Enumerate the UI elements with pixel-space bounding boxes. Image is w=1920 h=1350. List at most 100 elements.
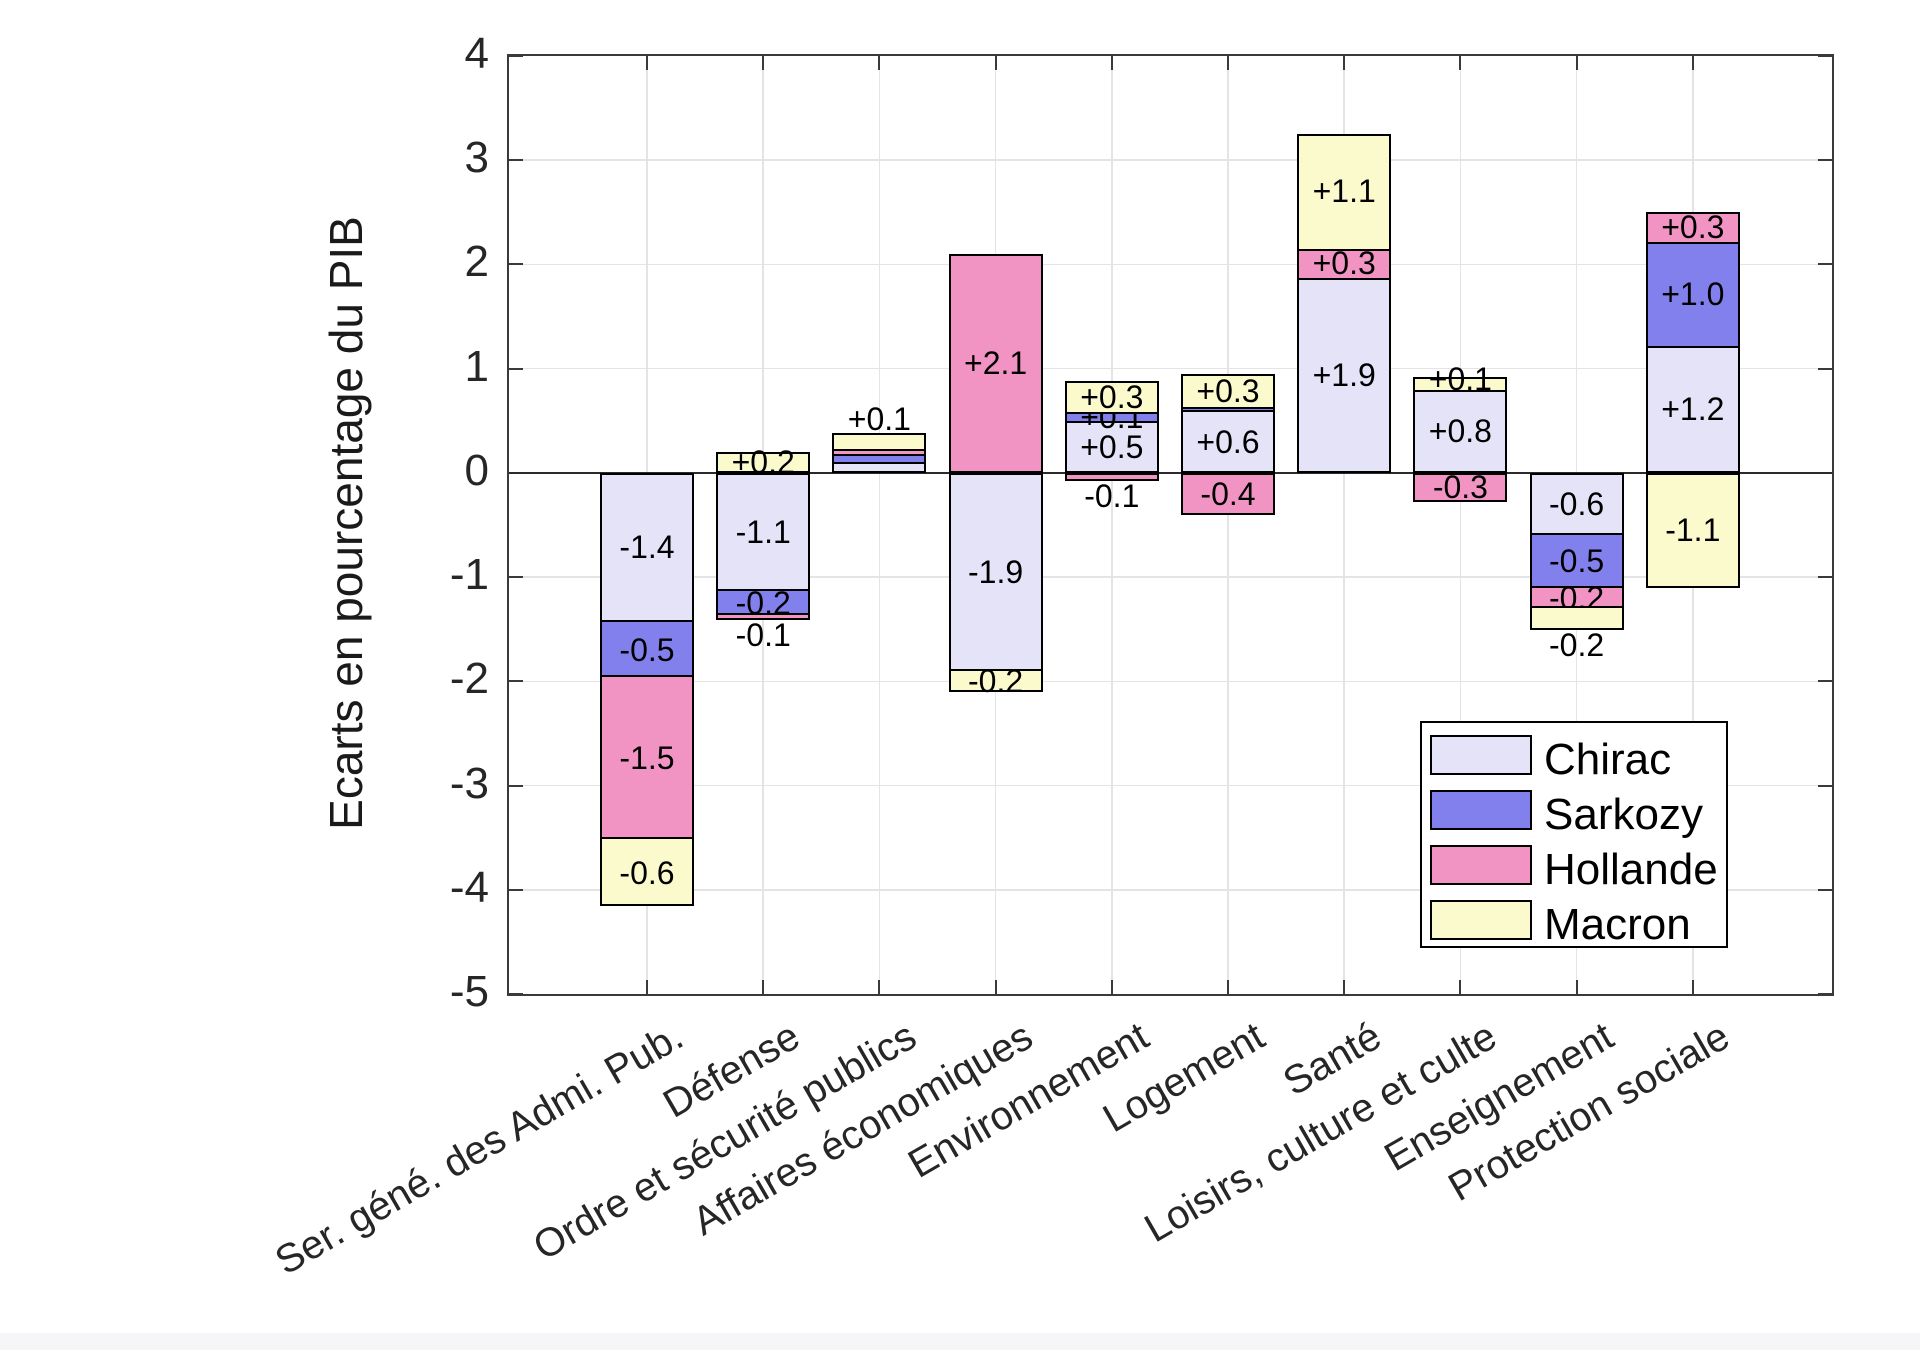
bar-segment-hollande — [1413, 472, 1508, 503]
legend-row: Sarkozy — [1422, 790, 1726, 837]
legend-row: Chirac — [1422, 735, 1726, 782]
bar-segment-sarkozy — [600, 619, 694, 678]
bar-value-label: +1.9 — [1312, 357, 1376, 394]
bar-value-label: +0.3 — [1080, 378, 1144, 415]
bar-value-label: +1.0 — [1661, 275, 1725, 312]
y-tick-label: 2 — [464, 237, 489, 287]
legend-swatch-chirac — [1430, 735, 1532, 775]
bar-segment-chirac — [716, 472, 811, 591]
bar-segment-macron — [1645, 472, 1740, 588]
gridline-vertical — [1343, 56, 1345, 994]
bar-segment-hollande — [1297, 248, 1392, 280]
y-tick-label: -1 — [449, 550, 489, 600]
bar-segment-macron — [1297, 134, 1392, 251]
bar-segment-hollande — [1064, 472, 1159, 482]
x-tick-mark — [994, 56, 997, 70]
bar-segment-macron — [716, 452, 811, 473]
legend-label: Hollande — [1544, 845, 1718, 894]
legend-row: Hollande — [1422, 845, 1726, 892]
bar-value-label: +0.2 — [731, 444, 795, 481]
y-tick-label: -4 — [449, 862, 489, 912]
bar-segment-macron — [600, 836, 694, 907]
gridline-horizontal — [509, 889, 1832, 891]
x-tick-mark — [1227, 56, 1229, 70]
bar-value-label: +0.1 — [847, 401, 911, 438]
gridline-horizontal — [509, 159, 1832, 161]
y-tick-mark — [1818, 888, 1832, 891]
gridline-vertical — [1459, 56, 1462, 994]
bar-value-label: -0.6 — [1549, 486, 1605, 523]
x-tick-mark — [762, 56, 765, 70]
y-tick-mark — [509, 576, 523, 579]
bottom-strip — [0, 1333, 1920, 1350]
bar-value-label: -0.2 — [1549, 627, 1605, 664]
x-tick-mark — [1110, 56, 1113, 70]
gridline-horizontal — [509, 576, 1832, 578]
gridline-horizontal — [509, 367, 1832, 370]
y-tick-mark — [509, 263, 523, 266]
y-tick-mark — [1818, 576, 1832, 579]
bar-segment-hollande — [716, 612, 811, 620]
legend-swatch-hollande — [1430, 845, 1532, 885]
bar-value-label: -0.5 — [619, 631, 675, 668]
bar-segment-hollande — [948, 254, 1043, 473]
bar-segment-macron — [1181, 373, 1275, 410]
zero-baseline — [509, 471, 1832, 474]
x-tick-mark — [994, 980, 997, 994]
gridline-vertical — [1111, 56, 1113, 994]
bar-value-label: +0.8 — [1428, 413, 1492, 450]
bar-value-label: -0.3 — [1432, 469, 1488, 506]
y-tick-mark — [509, 680, 523, 683]
bar-value-label: +2.1 — [964, 345, 1028, 382]
bar-value-label: -0.6 — [619, 854, 675, 891]
y-tick-mark — [509, 888, 523, 891]
bar-value-label: -1.9 — [968, 553, 1024, 590]
legend-label: Sarkozy — [1544, 790, 1703, 839]
bar-value-label: -1.5 — [619, 739, 675, 776]
x-tick-mark — [1575, 980, 1578, 994]
legend-row: Macron — [1422, 900, 1726, 947]
x-category-label: Ser. géné. des Admi. Pub. — [268, 1014, 691, 1284]
y-tick-mark — [1818, 993, 1832, 995]
bar-value-label: -1.4 — [619, 529, 675, 566]
x-tick-mark — [1575, 56, 1578, 70]
gridline-horizontal — [509, 784, 1832, 787]
x-tick-mark — [878, 56, 881, 70]
y-tick-mark — [509, 993, 523, 995]
bar-segment-macron — [832, 433, 927, 451]
bar-value-label: +0.1 — [1428, 361, 1492, 397]
bar-segment-macron — [1064, 381, 1159, 415]
x-tick-mark — [1691, 56, 1694, 70]
y-tick-label: 4 — [464, 29, 489, 78]
bar-value-label: +1.1 — [1312, 173, 1376, 210]
x-tick-mark — [1343, 980, 1346, 994]
y-axis-title: Ecarts en pourcentage du PIB — [320, 216, 372, 830]
bar-segment-sarkozy — [1645, 241, 1740, 348]
bar-value-label: +0.3 — [1312, 245, 1376, 282]
y-tick-mark — [509, 159, 523, 162]
bar-value-label: +0.3 — [1661, 208, 1725, 245]
y-tick-label: 0 — [464, 445, 489, 495]
x-tick-mark — [646, 56, 648, 70]
bar-segment-chirac — [1297, 277, 1392, 473]
bar-value-label: +1.2 — [1661, 391, 1725, 428]
legend-swatch-sarkozy — [1430, 790, 1532, 830]
bar-value-label: -0.2 — [968, 663, 1024, 700]
x-tick-mark — [1459, 980, 1462, 994]
bar-segment-chirac — [1645, 345, 1740, 473]
bar-value-label: -1.1 — [1665, 512, 1721, 549]
bar-segment-chirac — [1181, 410, 1275, 473]
bar-value-label: +0.6 — [1196, 423, 1260, 460]
legend-label: Chirac — [1544, 735, 1672, 784]
y-tick-label: -5 — [449, 967, 489, 1016]
y-tick-mark — [1818, 784, 1832, 787]
x-tick-mark — [1459, 56, 1462, 70]
bar-value-label: -0.4 — [1200, 475, 1256, 512]
y-tick-mark — [509, 784, 523, 787]
x-tick-mark — [1343, 56, 1346, 70]
x-tick-mark — [1110, 980, 1113, 994]
bar-segment-hollande — [1645, 212, 1740, 244]
y-tick-label: -3 — [449, 758, 489, 808]
